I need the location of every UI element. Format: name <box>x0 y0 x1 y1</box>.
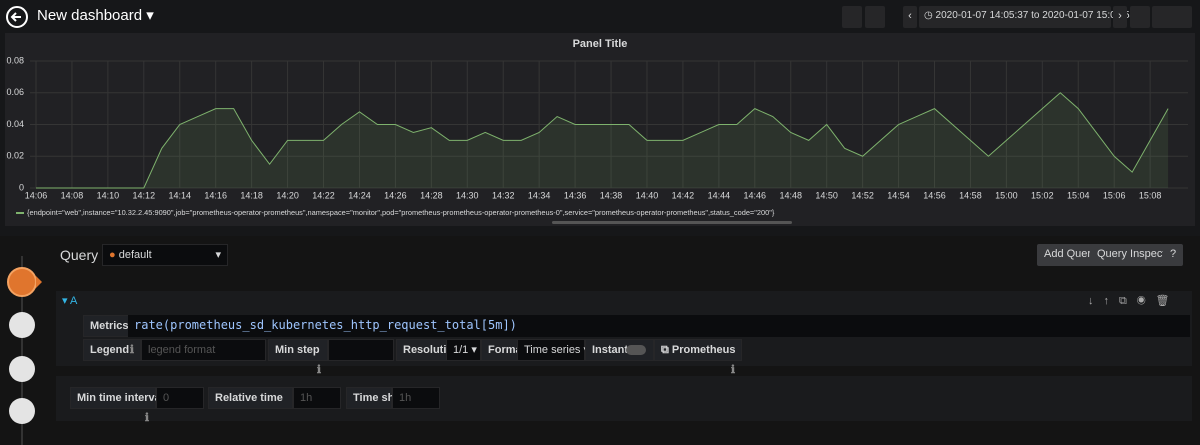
link-text: Prometheus <box>671 344 736 356</box>
save-button[interactable] <box>842 6 862 28</box>
x-tick-label: 14:20 <box>276 190 299 200</box>
x-tick-label: 14:18 <box>240 190 263 200</box>
general-tab[interactable] <box>9 356 35 382</box>
shift-input[interactable]: 1h <box>392 387 440 409</box>
x-tick-label: 14:24 <box>348 190 371 200</box>
x-tick-label: 14:48 <box>779 190 802 200</box>
query-label: Query <box>60 247 99 263</box>
datasource: default <box>118 249 152 261</box>
x-tick-label: 14:46 <box>744 190 767 200</box>
datasource-select[interactable]: ● default ▾ <box>102 244 228 266</box>
x-tick-label: 15:00 <box>995 190 1018 200</box>
x-tick-label: 14:44 <box>708 190 731 200</box>
format: Time series <box>524 344 581 356</box>
y-tick-label: 0.08 <box>6 55 24 65</box>
min-interval-input[interactable]: 0 <box>156 387 204 409</box>
x-tick-label: 14:56 <box>923 190 946 200</box>
y-tick-label: 0.04 <box>6 119 24 129</box>
title-text: New dashboard <box>37 7 143 24</box>
min-interval-label: Min time interval ℹ <box>70 387 164 424</box>
x-tick-label: 15:02 <box>1031 190 1054 200</box>
visualization-tab[interactable] <box>9 312 35 338</box>
x-tick-label: 14:52 <box>851 190 874 200</box>
scrollbar[interactable] <box>552 221 792 224</box>
help[interactable]: ? <box>1163 244 1184 266</box>
shift-label: Time shift <box>346 387 405 409</box>
x-tick-label: 14:06 <box>25 190 48 200</box>
format-select[interactable]: Time series ▾ <box>517 339 589 361</box>
x-tick-label: 14:22 <box>312 190 335 200</box>
x-tick-label: 14:30 <box>456 190 479 200</box>
area <box>36 92 1169 188</box>
back-button[interactable] <box>6 6 28 28</box>
min-interval-text: Min time interval <box>77 392 164 404</box>
x-tick-label: 15:06 <box>1103 190 1126 200</box>
x-tick-label: 14:54 <box>887 190 910 200</box>
instant-text: Instant <box>592 344 629 356</box>
query-letter: A <box>69 295 78 307</box>
alert-tab[interactable] <box>9 398 35 424</box>
x-tick-label: 14:42 <box>672 190 695 200</box>
chart-title: Panel Title <box>573 38 628 50</box>
x-tick-label: 14:26 <box>384 190 407 200</box>
y-tick-label: 0.02 <box>6 151 24 161</box>
settings-button[interactable] <box>865 6 885 28</box>
x-tick-label: 14:40 <box>636 190 659 200</box>
x-tick-label: 14:10 <box>97 190 120 200</box>
legend-label: Legend ℹ <box>83 339 141 361</box>
x-tick-label: 14:32 <box>492 190 515 200</box>
shift-back[interactable]: ‹ <box>903 6 917 28</box>
instant-label: Instant <box>585 339 654 361</box>
refresh[interactable] <box>1152 6 1192 28</box>
panel <box>5 33 1195 226</box>
row-actions[interactable]: ↓↑⧉◉🗑 <box>1088 295 1180 307</box>
relative-input[interactable]: 1h <box>293 387 341 409</box>
shift-forward[interactable]: › <box>1113 6 1127 28</box>
relative-label: Relative time <box>208 387 293 409</box>
query-inspector[interactable]: Query Inspector <box>1090 244 1183 266</box>
legend-input[interactable]: legend format <box>141 339 266 361</box>
min-step-input[interactable] <box>328 339 394 361</box>
line <box>36 92 1169 189</box>
zoom-out[interactable] <box>1130 6 1150 28</box>
x-tick-label: 14:08 <box>61 190 84 200</box>
x-tick-label: 14:28 <box>420 190 443 200</box>
metrics-label: Metrics <box>90 320 129 332</box>
min-step-text: Min step <box>275 344 320 356</box>
query-expr[interactable]: rate(prometheus_sd_kubernetes_http_reque… <box>128 315 1190 337</box>
x-tick-label: 14:38 <box>600 190 623 200</box>
dashboard-title[interactable]: New dashboard ▾ <box>37 7 154 24</box>
x-tick-label: 14:36 <box>564 190 587 200</box>
instant-toggle[interactable] <box>626 345 646 355</box>
prometheus-link[interactable]: ⧉ Prometheus ℹ <box>654 339 742 376</box>
queries-tab[interactable] <box>7 267 37 297</box>
x-tick-label: 14:16 <box>204 190 227 200</box>
legend-text: Legend <box>90 344 130 356</box>
y-tick-label: 0.06 <box>6 87 24 97</box>
x-tick-label: 14:34 <box>528 190 551 200</box>
x-tick-label: 15:08 <box>1139 190 1162 200</box>
x-tick-label: 15:04 <box>1067 190 1090 200</box>
x-tick-label: 14:58 <box>959 190 982 200</box>
resolution-select[interactable]: 1/1 ▾ <box>446 339 481 361</box>
query-id[interactable]: ▾ A <box>62 295 78 307</box>
x-tick-label: 14:50 <box>815 190 838 200</box>
y-tick-label: 0 <box>19 182 24 192</box>
chart: Panel Title 0 0.02 0.04 0.06 0.08 14:06 14:08 1… <box>6 38 1188 224</box>
time-range: 2020-01-07 14:05:37 to 2020-01-07 15:09:… <box>935 10 1136 21</box>
editor-sidebar <box>7 256 42 445</box>
add-query[interactable]: Add Query <box>1037 244 1104 266</box>
min-step-label: Min step ℹ <box>268 339 328 376</box>
resolution: 1/1 <box>453 344 469 356</box>
x-tick-label: 14:14 <box>168 190 191 200</box>
x-tick-label: 14:12 <box>133 190 156 200</box>
legend-entry: {endpoint="web",instance="10.32.2.45:909… <box>27 208 775 217</box>
